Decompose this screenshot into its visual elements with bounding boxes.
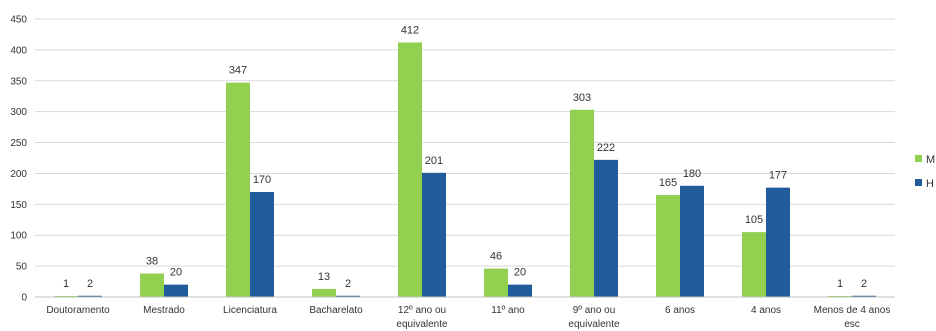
bar-H xyxy=(250,191,274,297)
data-label-M: 38 xyxy=(146,256,158,268)
data-label-M: 105 xyxy=(745,214,763,226)
bar-M xyxy=(484,268,508,297)
x-tick-label: Mestrado xyxy=(143,305,185,316)
data-label-H: 222 xyxy=(597,142,615,154)
y-tick-label: 250 xyxy=(10,138,27,149)
y-tick-label: 300 xyxy=(10,107,27,118)
bar-M xyxy=(226,82,250,298)
legend-label-M: M xyxy=(926,154,935,166)
y-tick-label: 0 xyxy=(21,293,27,304)
data-label-H: 2 xyxy=(861,278,867,290)
data-label-M: 13 xyxy=(318,271,330,283)
y-tick-label: 400 xyxy=(10,45,27,56)
legend-swatch-H xyxy=(915,179,922,186)
bar-M xyxy=(398,42,422,297)
legend: MH xyxy=(915,154,935,190)
x-tick-label: Licenciatura xyxy=(223,305,277,316)
bar-H xyxy=(422,172,446,297)
data-label-M: 1 xyxy=(837,278,843,290)
data-label-H: 201 xyxy=(425,155,443,167)
x-tick-label: Doutoramento xyxy=(46,305,110,316)
data-label-M: 347 xyxy=(229,65,247,77)
gridlines xyxy=(35,18,895,267)
data-label-H: 2 xyxy=(345,278,351,290)
data-label-M: 1 xyxy=(63,278,69,290)
legend-swatch-M xyxy=(915,155,922,162)
data-label-H: 177 xyxy=(769,170,787,182)
bar-H xyxy=(164,284,188,297)
bar-H xyxy=(508,284,532,297)
data-label-M: 412 xyxy=(401,24,419,36)
data-label-M: 46 xyxy=(490,251,502,263)
y-tick-label: 100 xyxy=(10,231,27,242)
y-tick-label: 50 xyxy=(16,262,28,273)
data-label-H: 2 xyxy=(87,278,93,290)
x-tick-label: 12º ano ou equivalente xyxy=(396,305,448,330)
bars: 1 2 38 20 347 170 13 2 412 201 46 20 303 222 165 180 105… xyxy=(54,24,876,298)
x-tick-label: 6 anos xyxy=(665,305,695,316)
y-axis: 0 50 100 150 200 250 300 350 400 450 xyxy=(10,15,27,304)
bar-M xyxy=(570,109,594,298)
bar-H xyxy=(852,295,876,297)
bar-H xyxy=(680,185,704,297)
data-label-M: 165 xyxy=(659,177,677,189)
data-label-H: 20 xyxy=(170,267,182,279)
data-label-H: 180 xyxy=(683,168,701,180)
bar-H xyxy=(594,159,618,297)
bar-M xyxy=(656,195,680,297)
data-label-H: 170 xyxy=(253,174,271,186)
x-tick-label: 4 anos xyxy=(751,305,781,316)
y-tick-label: 350 xyxy=(10,76,27,87)
x-tick-label: 11º ano xyxy=(491,305,525,316)
y-tick-label: 450 xyxy=(10,15,27,26)
bar-M xyxy=(312,288,336,297)
x-tick-label: Menos de 4 anos esc xyxy=(814,305,891,330)
x-tick-label: 9º ano ou equivalente xyxy=(568,305,620,330)
y-tick-label: 150 xyxy=(10,200,27,211)
legend-label-H: H xyxy=(926,178,934,190)
bar-H xyxy=(766,187,790,297)
y-tick-label: 200 xyxy=(10,169,27,180)
bar-H xyxy=(78,295,102,297)
bar-M xyxy=(742,232,766,297)
data-label-H: 20 xyxy=(514,267,526,279)
x-axis: Doutoramento Mestrado Licenciatura Bacharel… xyxy=(35,296,895,330)
x-tick-label: Bacharelato xyxy=(309,305,363,316)
bar-H xyxy=(336,295,360,297)
data-label-M: 303 xyxy=(573,92,591,104)
bar-M xyxy=(140,273,164,297)
